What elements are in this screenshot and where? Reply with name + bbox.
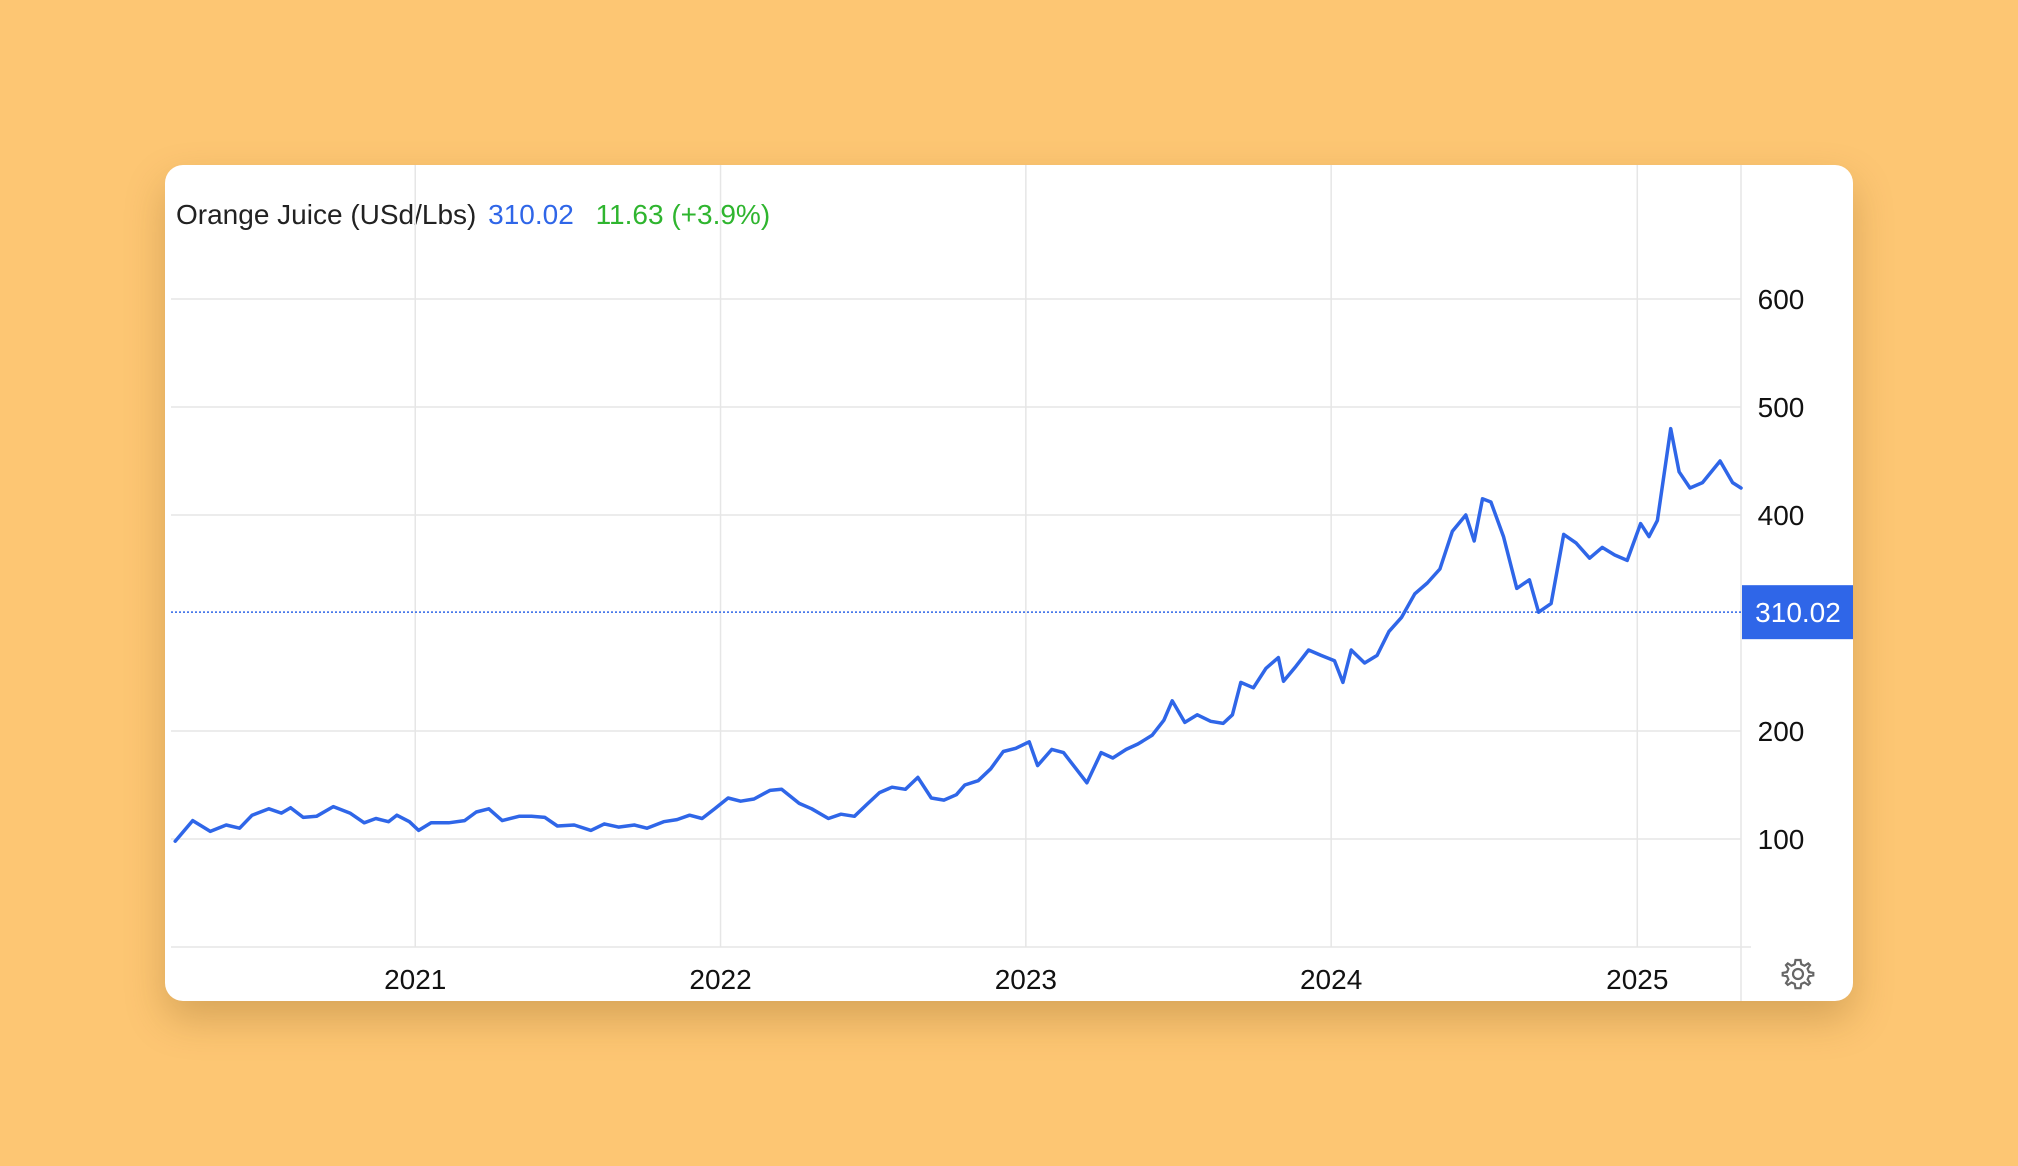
axis-ticks: 100 200 400 500 600 2021 2022 2023 2024 2025: [384, 284, 1804, 995]
chart-card: Orange Juice (USd/Lbs) 310.02 11.63 (+3.…: [165, 165, 1853, 1001]
y-tick-label: 500: [1758, 392, 1805, 423]
last-value-badge: [1742, 585, 1853, 640]
y-tick-label: 400: [1758, 500, 1805, 531]
current-price: 310.02: [488, 199, 574, 230]
grid-lines: [171, 165, 1751, 1001]
y-tick-label: 100: [1758, 824, 1805, 855]
y-tick-label: 600: [1758, 284, 1805, 315]
y-tick-label: 200: [1758, 716, 1805, 747]
gear-icon[interactable]: [1781, 957, 1815, 991]
instrument-name: Orange Juice (USd/Lbs): [176, 199, 477, 230]
last-value-label: 310.02: [1755, 597, 1841, 628]
chart-plot: 100 200 400 500 600 2021 2022 2023 2024 2025 310.…: [171, 165, 1853, 1001]
x-tick-label: 2022: [689, 964, 751, 995]
last-value-marker: 310.02: [171, 585, 1853, 640]
series-line-group: [173, 426, 1743, 843]
x-tick-label: 2023: [995, 964, 1057, 995]
x-tick-label: 2021: [384, 964, 446, 995]
price-change: 11.63 (+3.9%): [595, 199, 771, 230]
series-line: [173, 426, 1743, 843]
x-tick-label: 2025: [1606, 964, 1668, 995]
x-tick-label: 2024: [1300, 964, 1362, 995]
chart-header: Orange Juice (USd/Lbs) 310.02 11.63 (+3.…: [176, 199, 770, 231]
